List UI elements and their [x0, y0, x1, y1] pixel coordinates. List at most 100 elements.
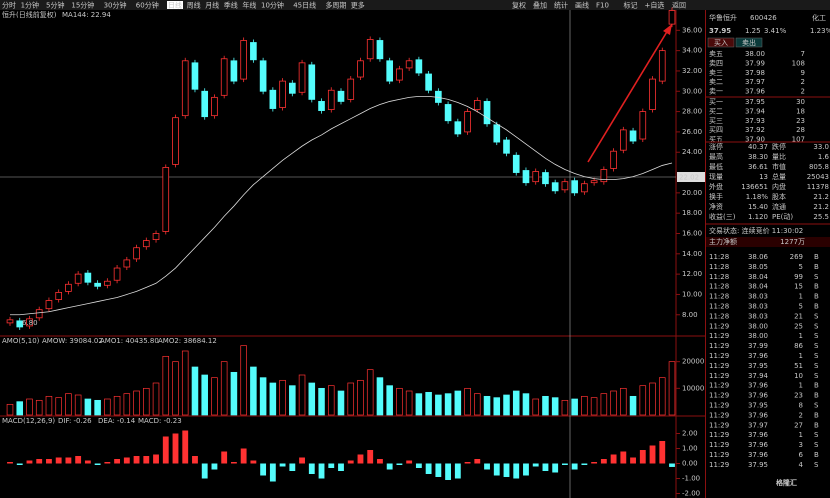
trade-time: 11:28	[709, 312, 729, 320]
toolbar-tool[interactable]: 统计	[554, 1, 568, 10]
stat-label: 换手	[709, 192, 723, 201]
stat-value: 21.2	[813, 193, 829, 201]
toolbar-tab[interactable]: 季线	[224, 1, 238, 10]
volume-bar	[269, 382, 277, 416]
y-tick-label: 10.00	[682, 290, 702, 298]
button-label[interactable]: 买入	[714, 39, 728, 47]
toolbar-tool[interactable]: 返回	[672, 2, 686, 10]
macd-bar	[221, 451, 228, 464]
trade-time: 11:29	[709, 342, 729, 350]
trade-price: 37.96	[748, 352, 769, 360]
toolbar-tab[interactable]: 1分钟	[21, 1, 39, 10]
candle	[211, 96, 218, 117]
trade-side: B	[814, 253, 819, 261]
toolbar-tab[interactable]: 多周期	[325, 1, 346, 10]
trade-price: 37.96	[748, 382, 769, 390]
toolbar-tab[interactable]: 5分钟	[46, 1, 64, 10]
volume-bar	[162, 355, 170, 416]
macd-item: DIF: -0.26	[58, 417, 92, 425]
macd-bar	[114, 459, 121, 464]
volume-bar	[386, 385, 393, 416]
button[interactable]	[735, 37, 763, 48]
candle	[74, 273, 82, 284]
macd-bar	[630, 457, 636, 464]
button[interactable]	[707, 37, 735, 48]
macd-bar	[123, 457, 130, 464]
trade-volume: 5	[799, 303, 803, 311]
toolbar-tool[interactable]: F10	[596, 2, 609, 10]
candle	[620, 129, 627, 151]
trade-price: 37.96	[748, 441, 769, 449]
toolbar-tool[interactable]: 叠加	[533, 1, 547, 10]
stat-value: 136651	[741, 183, 768, 191]
stat-label: 总量	[772, 172, 786, 181]
volume-bar	[581, 395, 588, 416]
book-price: 37.90	[745, 136, 765, 144]
book-volume: 23	[796, 117, 805, 125]
book-volume: 107	[792, 136, 805, 144]
book-volume: 2	[801, 88, 805, 96]
volume-bar	[474, 393, 481, 416]
toolbar-tab[interactable]: 分时	[2, 1, 16, 10]
macd-bar	[435, 463, 442, 477]
macd-bar	[610, 454, 617, 464]
stat-label: 最高	[709, 152, 723, 161]
trade-time: 11:28	[709, 283, 729, 291]
toolbar-tab[interactable]: 45日线	[293, 1, 316, 10]
candle	[45, 300, 53, 310]
stat-value: 15.40	[748, 203, 768, 211]
trade-price: 37.99	[748, 342, 768, 350]
toolbar-tab[interactable]: 10分钟	[261, 1, 284, 10]
book-label: 买五	[709, 136, 723, 144]
trade-time: 11:28	[709, 273, 729, 281]
trade-price: 38.05	[748, 263, 768, 271]
volume-item: AMOW: 39084.02	[42, 337, 103, 345]
y-tick-label: 24.00	[682, 148, 702, 156]
toolbar-tab[interactable]: 更多	[351, 1, 365, 10]
macd-bar	[328, 463, 335, 468]
book-price: 37.92	[745, 126, 765, 134]
macd-bar	[172, 433, 179, 464]
volume-item: AMO1: 40435.80	[100, 337, 159, 345]
toolbar-tool[interactable]: 标记	[624, 1, 638, 10]
stat-label: 市值	[772, 162, 786, 171]
trade-time: 11:29	[709, 372, 729, 380]
toolbar-tool[interactable]: 复权	[512, 1, 526, 10]
trade-time: 11:29	[709, 362, 729, 370]
macd-bar	[425, 463, 432, 474]
toolbar-bg	[0, 0, 830, 10]
macd-bar	[230, 462, 237, 464]
toolbar-tool[interactable]: +自选	[645, 1, 665, 10]
candle	[376, 40, 384, 60]
trade-time: 11:29	[709, 411, 729, 419]
toolbar-tab[interactable]: 日线	[168, 1, 182, 10]
toolbar-tab[interactable]: 60分钟	[136, 1, 159, 10]
candle	[191, 62, 199, 90]
button-label[interactable]: 卖出	[742, 38, 756, 47]
stat-value: 1.120	[748, 213, 768, 221]
toolbar-tab[interactable]: 30分钟	[104, 1, 127, 10]
toolbar-tool[interactable]: 画线	[575, 1, 589, 10]
candle	[162, 167, 170, 232]
y-tick-label: 16.00	[682, 229, 702, 237]
macd-item: MACD: -0.23	[138, 417, 182, 425]
candle	[16, 320, 24, 328]
toolbar-tab[interactable]: 年线	[242, 1, 256, 10]
macd-bar	[669, 463, 675, 467]
stat-value: 1.6	[818, 153, 830, 161]
toolbar-tab[interactable]: 周线	[187, 1, 201, 10]
candle	[366, 39, 374, 60]
arrow-head	[663, 24, 672, 35]
macd-bar	[133, 456, 140, 464]
ma-label: MA144: 22.94	[62, 11, 111, 19]
macd-bar	[620, 451, 627, 464]
candle	[201, 90, 209, 118]
candle	[493, 124, 501, 143]
trade-volume: 1	[799, 382, 803, 390]
trade-side: B	[814, 411, 819, 419]
y-tick-label: 12.00	[682, 270, 702, 278]
toolbar-tab[interactable]: 月线	[205, 1, 219, 10]
trade-side: B	[814, 382, 819, 390]
toolbar-tab[interactable]: 15分钟	[71, 1, 94, 10]
